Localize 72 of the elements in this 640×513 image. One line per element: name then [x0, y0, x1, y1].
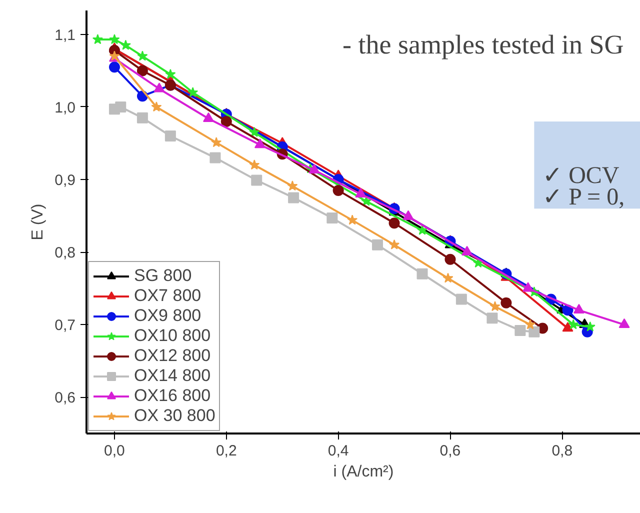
point	[251, 174, 262, 186]
legend-label: OX16 800	[134, 386, 211, 406]
point	[416, 268, 428, 280]
point	[136, 112, 148, 124]
point	[136, 65, 148, 76]
point	[154, 82, 165, 92]
y-tick-label: 0,8	[54, 244, 76, 262]
point	[500, 297, 512, 308]
legend-label: OX12 800	[134, 346, 211, 366]
point	[188, 86, 198, 98]
point	[249, 126, 260, 137]
point	[417, 224, 428, 235]
point	[308, 164, 320, 174]
point	[388, 218, 400, 229]
legend-label: OX9 800	[134, 306, 202, 326]
point	[462, 246, 473, 256]
point	[120, 40, 131, 50]
point	[456, 294, 467, 305]
point	[108, 62, 120, 73]
point	[211, 137, 222, 148]
y-tick-label: 1,1	[54, 26, 76, 44]
point	[372, 239, 383, 250]
point	[522, 282, 534, 292]
y-tick-label: 0,9	[54, 172, 76, 190]
x-tick-label: 0,8	[552, 442, 573, 460]
point	[442, 272, 454, 283]
legend-label: OX 30 800	[134, 406, 216, 426]
legend-label: OX14 800	[134, 366, 211, 386]
y-axis-title: E (V)	[30, 204, 47, 240]
x-tick-label: 0,6	[440, 442, 461, 460]
point	[165, 68, 176, 79]
point	[151, 102, 162, 112]
point	[347, 214, 358, 225]
legend-label: OX10 800	[134, 326, 211, 346]
point	[115, 102, 126, 112]
legend-label: OX7 800	[134, 286, 202, 306]
point	[528, 326, 540, 338]
point	[402, 210, 414, 220]
point	[332, 184, 344, 196]
point	[254, 138, 266, 148]
point	[389, 239, 400, 250]
point	[525, 319, 536, 330]
point	[202, 112, 214, 122]
point	[514, 324, 526, 336]
legend-label: SG 800	[134, 266, 192, 286]
x-tick-label: 0,0	[104, 442, 125, 460]
point	[249, 160, 260, 170]
x-axis-title: i (A/cm²)	[333, 464, 394, 480]
point	[562, 322, 574, 332]
point	[137, 50, 148, 61]
point	[109, 34, 120, 44]
point	[220, 116, 232, 127]
point	[326, 212, 338, 224]
point	[164, 130, 176, 142]
y-tick-label: 0,6	[54, 390, 76, 407]
x-tick-label: 0,4	[328, 442, 349, 460]
y-tick-label: 0,7	[54, 317, 76, 334]
point	[584, 321, 596, 332]
point	[92, 34, 103, 44]
point	[287, 180, 298, 191]
point	[444, 254, 456, 265]
point	[355, 188, 366, 198]
y-tick-label: 1,0	[54, 100, 76, 116]
point	[490, 301, 500, 312]
point	[618, 318, 630, 328]
point	[486, 312, 498, 324]
point	[288, 192, 300, 204]
point	[210, 152, 221, 164]
point	[568, 319, 579, 330]
point	[573, 304, 584, 314]
x-tick-label: 0,2	[216, 442, 237, 460]
annotation: - the samples tested in SG	[342, 30, 624, 60]
